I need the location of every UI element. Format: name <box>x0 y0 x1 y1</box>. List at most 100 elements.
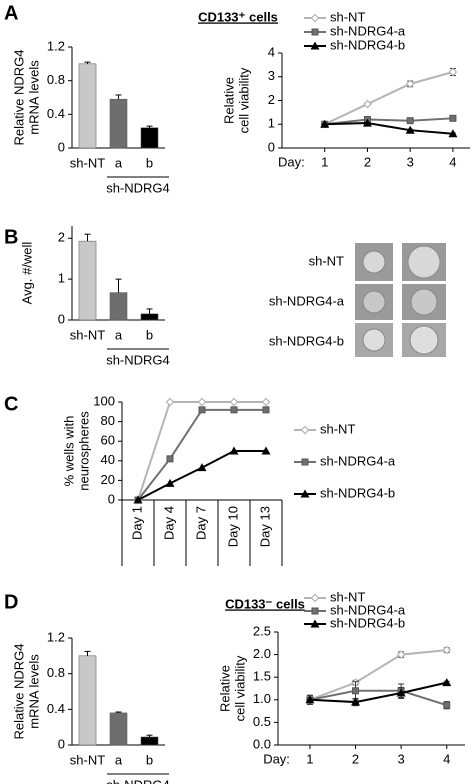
y-axis-label: Relative NDRG4 <box>11 643 26 739</box>
y-axis-label: cell viability <box>232 655 247 721</box>
y-tick-label: 0 <box>58 736 65 751</box>
marker <box>363 99 372 109</box>
group-label: sh-NDRG4 <box>106 352 170 367</box>
x-tick-label: Day 10 <box>225 506 240 547</box>
image <box>362 290 386 314</box>
y-axis-label: % wells with <box>61 416 76 487</box>
marker <box>198 406 206 414</box>
legend-label: sh-NDRG4-b <box>330 615 405 630</box>
x-axis-label: Day: <box>278 154 305 169</box>
image <box>409 325 439 355</box>
marker <box>405 125 415 134</box>
y-tick-label: 0 <box>58 139 65 154</box>
marker <box>197 463 207 472</box>
marker <box>352 687 360 695</box>
panel-letter: D <box>4 591 18 613</box>
marker <box>229 446 239 455</box>
marker <box>449 114 457 122</box>
series-line <box>137 408 266 501</box>
y-tick-label: 0.0 <box>253 736 271 751</box>
y-tick-label: 0.5 <box>253 714 271 729</box>
y-tick-label: 1 <box>268 116 275 131</box>
legend-marker <box>310 13 320 23</box>
legend-label: sh-NT <box>330 9 365 24</box>
y-tick-label: 100 <box>93 393 115 408</box>
legend-marker <box>311 607 319 615</box>
x-tick-label: 3 <box>407 154 414 169</box>
image <box>410 288 438 316</box>
x-tick-label: 2 <box>364 154 371 169</box>
marker <box>448 67 458 77</box>
y-tick-label: 20 <box>101 472 115 487</box>
bar <box>140 127 159 149</box>
marker <box>165 397 175 407</box>
y-tick-label: 3 <box>268 68 275 83</box>
image <box>407 245 441 279</box>
legend-marker <box>300 425 310 435</box>
y-axis-label: mRNA levels <box>26 60 41 135</box>
y-axis-label: mRNA levels <box>26 654 41 729</box>
legend-marker <box>301 458 309 466</box>
x-tick-label: Day 1 <box>129 506 144 540</box>
panel-letter: B <box>4 226 18 248</box>
y-tick-label: 0.4 <box>47 701 65 716</box>
y-axis-label: cell viability <box>236 67 251 133</box>
y-tick-label: 1.0 <box>253 691 271 706</box>
x-tick-label: 4 <box>449 154 456 169</box>
y-tick-label: 2 <box>58 230 65 245</box>
marker <box>261 446 271 455</box>
group-label: sh-NDRG4 <box>106 777 170 784</box>
series-line <box>324 117 453 126</box>
x-tick-label: a <box>115 155 123 170</box>
legend-label: sh-NT <box>330 589 365 604</box>
series-line <box>309 689 448 707</box>
legend-label: sh-NDRG4-b <box>330 37 405 52</box>
marker <box>442 645 452 655</box>
x-tick-label: 3 <box>398 751 405 766</box>
y-tick-label: 0.8 <box>47 665 65 680</box>
image <box>362 250 386 274</box>
legend-marker <box>310 619 320 628</box>
y-tick-label: 0.8 <box>47 72 65 87</box>
y-tick-label: 2 <box>268 92 275 107</box>
marker <box>305 695 315 704</box>
y-axis-label: Avg. #/well <box>19 242 34 305</box>
panel-letter: C <box>4 393 18 415</box>
x-tick-label: sh-NT <box>70 327 105 342</box>
chart-title: CD133⁻ cells <box>225 596 305 611</box>
marker <box>262 406 270 414</box>
panel-letter: A <box>4 2 18 24</box>
y-axis-label: Relative <box>221 77 236 124</box>
marker <box>396 650 406 659</box>
bar <box>78 655 97 746</box>
x-tick-label: a <box>115 752 123 767</box>
y-tick-label: 40 <box>101 452 115 467</box>
marker <box>443 701 451 709</box>
bar <box>109 98 128 149</box>
y-tick-label: 1.5 <box>253 669 271 684</box>
y-tick-label: 80 <box>101 413 115 428</box>
series-line <box>324 71 454 126</box>
y-tick-label: 2.5 <box>253 623 271 638</box>
x-tick-label: 1 <box>306 751 313 766</box>
x-tick-label: b <box>146 752 153 767</box>
image-label: sh-NDRG4-a <box>269 293 345 308</box>
x-tick-label: 2 <box>352 751 359 766</box>
x-tick-label: Day 7 <box>193 506 208 540</box>
bar <box>140 736 159 746</box>
y-tick-label: 0 <box>268 139 275 154</box>
y-tick-label: 1 <box>58 271 65 286</box>
image <box>362 328 386 352</box>
marker <box>320 119 330 128</box>
marker <box>230 406 238 414</box>
marker <box>133 495 143 504</box>
x-tick-label: b <box>146 327 153 342</box>
series-line <box>309 681 447 704</box>
bar <box>78 63 97 149</box>
bar <box>109 712 128 746</box>
image-label: sh-NDRG4-b <box>269 333 344 348</box>
series-line <box>309 649 447 701</box>
marker <box>351 697 361 706</box>
y-tick-label: 60 <box>101 433 115 448</box>
